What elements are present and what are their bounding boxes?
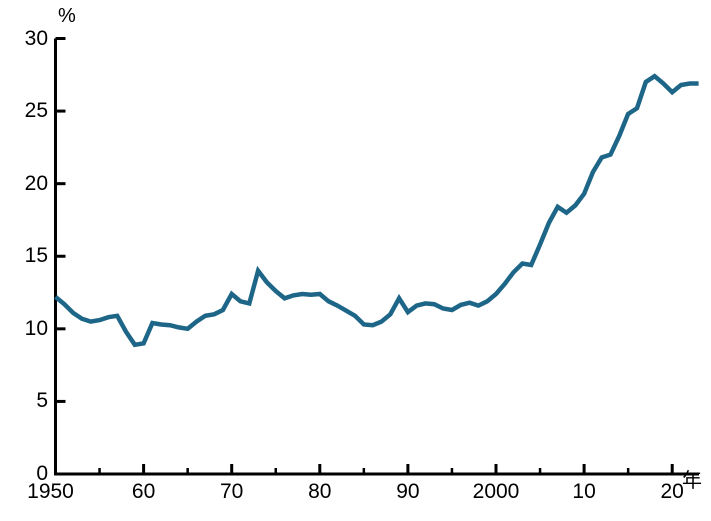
x-axis-tick-label: 70 bbox=[220, 480, 244, 503]
y-axis-tick-label: 25 bbox=[24, 99, 48, 123]
y-axis-tick-label: 5 bbox=[36, 389, 48, 413]
x-axis-tick-label: 2000 bbox=[472, 480, 520, 503]
y-axis-tick-label: 15 bbox=[24, 244, 48, 268]
x-axis-tick-label: 20 bbox=[660, 480, 684, 503]
y-axis-unit-label: % bbox=[58, 5, 76, 27]
x-axis-tick-label: 80 bbox=[308, 480, 332, 503]
y-axis-tick-label: 20 bbox=[24, 171, 48, 195]
data-line bbox=[54, 73, 699, 348]
x-axis-tick-label: 90 bbox=[396, 480, 420, 503]
axis-lines bbox=[54, 38, 699, 476]
y-axis-tick-label: 0 bbox=[36, 462, 48, 485]
x-axis-tick-label: 60 bbox=[131, 480, 156, 503]
x-axis-tick-label: 1950 bbox=[27, 480, 74, 503]
x-axis-unit-label: 年 bbox=[682, 470, 702, 492]
y-axis-tick-label: 30 bbox=[24, 26, 48, 50]
x-axis-tick-label: 10 bbox=[572, 480, 596, 503]
y-axis-tick-label: 10 bbox=[24, 316, 48, 340]
